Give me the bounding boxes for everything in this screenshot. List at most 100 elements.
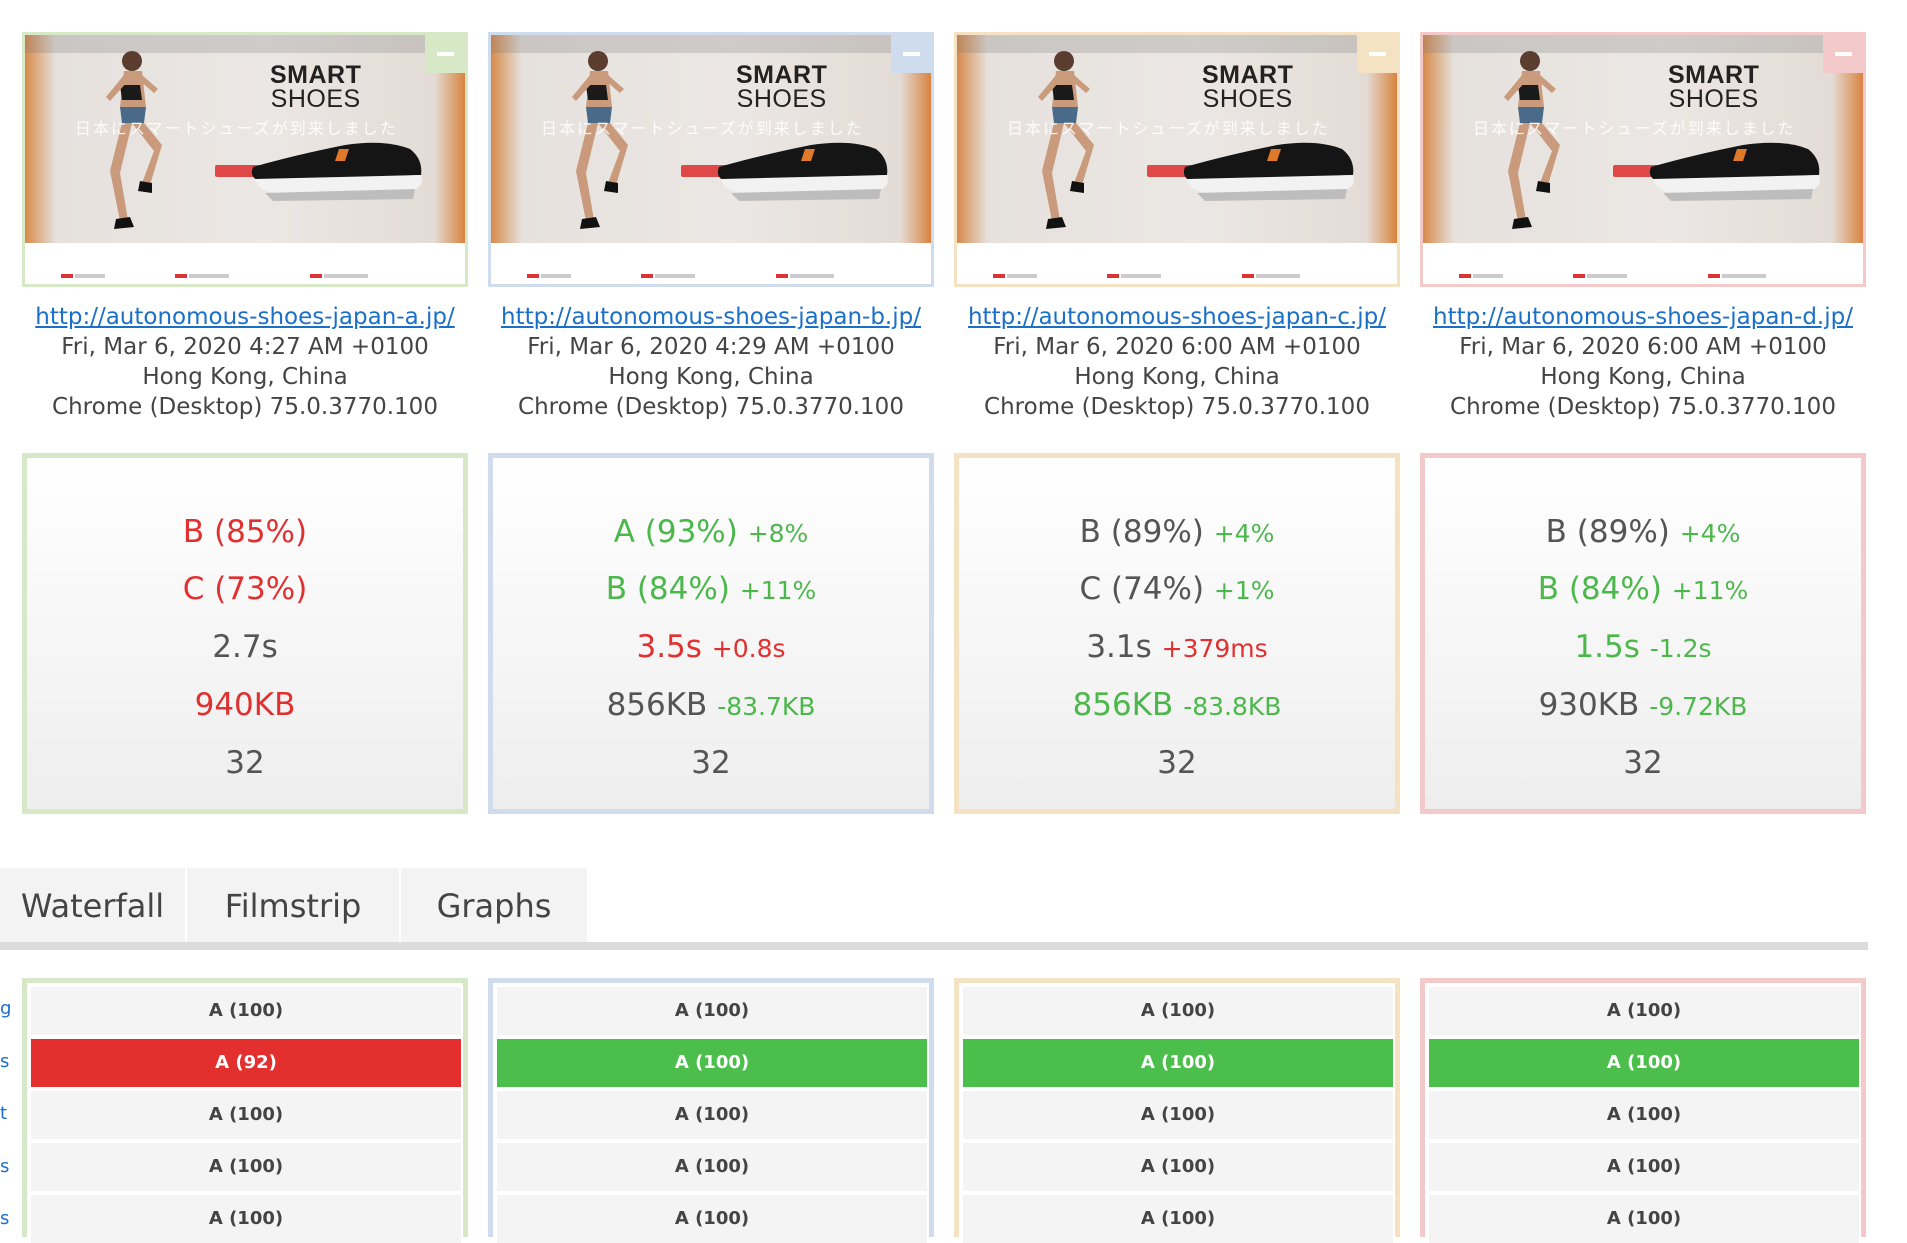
- metric-row: B (89%) +4%: [959, 514, 1395, 552]
- grade-row: A (100): [963, 987, 1393, 1035]
- remove-test-button[interactable]: [1823, 35, 1863, 73]
- metric-row: 1.5s -1.2s: [1425, 629, 1861, 667]
- grade-row: A (100): [1429, 1039, 1859, 1087]
- grade-row: A (100): [497, 1039, 927, 1087]
- grade-table: A (100) A (100) A (100) A (100) A (100): [488, 978, 934, 1243]
- metric-value: 3.1s: [1086, 629, 1152, 665]
- metric-delta: +11%: [1671, 576, 1749, 605]
- row-label-fragment[interactable]: g: [0, 998, 12, 1019]
- grade-row: A (100): [963, 1091, 1393, 1139]
- metric-row: 3.5s +0.8s: [493, 629, 929, 667]
- remove-test-button[interactable]: [425, 35, 465, 73]
- athlete-image: [572, 51, 628, 229]
- test-info: http://autonomous-shoes-japan-a.jp/ Fri,…: [22, 302, 468, 422]
- test-date: Fri, Mar 6, 2020 6:00 AM +0100: [1459, 334, 1827, 360]
- metric-value: 32: [1157, 745, 1197, 781]
- row-label-fragment[interactable]: s: [0, 1051, 10, 1072]
- test-location: Hong Kong, China: [608, 364, 814, 390]
- shoe-image: [717, 142, 888, 201]
- metric-value: C (73%): [182, 571, 308, 607]
- remove-test-button[interactable]: [1357, 35, 1397, 73]
- metric-delta: -9.72KB: [1649, 692, 1748, 721]
- site-nav-bar: [491, 35, 931, 53]
- site-footer-strip: [25, 243, 465, 284]
- metrics-card: A (93%) +8% B (84%) +11% 3.5s +0.8s 856K…: [488, 453, 934, 814]
- hero-tagline: 日本にスマートシューズが到来しました: [1007, 119, 1330, 138]
- tab-graphs[interactable]: Graphs: [401, 868, 587, 946]
- metric-value: 940KB: [194, 687, 296, 723]
- test-url-link[interactable]: http://autonomous-shoes-japan-d.jp/: [1433, 304, 1853, 330]
- page-thumbnail[interactable]: SMART SHOES 日本にスマートシューズが到来しました: [954, 32, 1400, 287]
- grade-row: A (100): [31, 987, 461, 1035]
- metric-row: 32: [959, 745, 1395, 781]
- hero-image: [491, 35, 931, 243]
- metric-delta: -1.2s: [1649, 634, 1712, 663]
- grade-table: A (100) A (100) A (100) A (100) A (100): [1420, 978, 1866, 1243]
- metric-delta: +11%: [739, 576, 817, 605]
- test-url-link[interactable]: http://autonomous-shoes-japan-a.jp/: [35, 304, 455, 330]
- metric-delta: +0.8s: [711, 634, 786, 663]
- page-thumbnail[interactable]: SMART SHOES 日本にスマートシューズが到来しました: [488, 32, 934, 287]
- metric-value: C (74%): [1079, 571, 1205, 607]
- test-url-link[interactable]: http://autonomous-shoes-japan-b.jp/: [501, 304, 921, 330]
- test-url-link[interactable]: http://autonomous-shoes-japan-c.jp/: [967, 304, 1387, 330]
- site-nav-bar: [957, 35, 1397, 53]
- metrics-card: B (85%) C (73%) 2.7s 940KB 32: [22, 453, 468, 814]
- metric-row: 32: [493, 745, 929, 781]
- row-label-fragment[interactable]: s: [0, 1208, 10, 1229]
- test-info: http://autonomous-shoes-japan-b.jp/ Fri,…: [488, 302, 934, 422]
- metric-row: 32: [1425, 745, 1861, 781]
- smart-shoes-logo: SMART SHOES: [736, 61, 828, 113]
- tab-waterfall[interactable]: Waterfall: [0, 868, 185, 946]
- metric-value: 3.5s: [636, 629, 702, 665]
- site-footer-strip: [491, 243, 931, 284]
- page-thumbnail[interactable]: SMART SHOES 日本にスマートシューズが到来しました: [1420, 32, 1866, 287]
- row-label-fragment[interactable]: s: [0, 1156, 10, 1177]
- metric-row: 2.7s: [27, 629, 463, 665]
- test-date: Fri, Mar 6, 2020 6:00 AM +0100: [993, 334, 1361, 360]
- metric-value: 856KB: [606, 687, 708, 723]
- athlete-image: [106, 51, 162, 229]
- metric-value: 1.5s: [1574, 629, 1640, 665]
- metric-row: C (74%) +1%: [959, 571, 1395, 609]
- remove-test-button[interactable]: [891, 35, 931, 73]
- test-info: http://autonomous-shoes-japan-c.jp/ Fri,…: [954, 302, 1400, 422]
- shoe-image: [1649, 142, 1820, 201]
- test-location: Hong Kong, China: [1540, 364, 1746, 390]
- metric-value: B (85%): [182, 514, 308, 550]
- grade-row: A (100): [1429, 1195, 1859, 1243]
- metric-value: 930KB: [1538, 687, 1640, 723]
- site-footer-strip: [1423, 243, 1863, 284]
- metric-value: 32: [1623, 745, 1663, 781]
- hero-tagline: 日本にスマートシューズが到来しました: [541, 119, 864, 138]
- tab-filmstrip[interactable]: Filmstrip: [187, 868, 399, 946]
- site-footer-strip: [957, 243, 1397, 284]
- metric-value: 2.7s: [212, 629, 278, 665]
- metric-delta: -83.8KB: [1183, 692, 1282, 721]
- tab-divider: [0, 942, 1868, 950]
- metric-value: B (89%): [1079, 514, 1204, 550]
- metric-row: B (85%): [27, 514, 463, 550]
- metric-delta: +8%: [747, 519, 809, 548]
- site-nav-bar: [25, 35, 465, 53]
- metric-row: 856KB -83.8KB: [959, 687, 1395, 725]
- metric-value: A (93%): [613, 514, 738, 550]
- metric-value: 32: [691, 745, 731, 781]
- metric-row: B (89%) +4%: [1425, 514, 1861, 552]
- metric-value: B (84%): [605, 571, 730, 607]
- row-label-fragment[interactable]: t: [0, 1103, 8, 1124]
- metric-delta: +4%: [1679, 519, 1741, 548]
- metrics-card: B (89%) +4% C (74%) +1% 3.1s +379ms 856K…: [954, 453, 1400, 814]
- grade-row: A (100): [1429, 987, 1859, 1035]
- page-thumbnail[interactable]: SMART SHOES 日本にスマートシューズが到来しました: [22, 32, 468, 287]
- site-nav-bar: [1423, 35, 1863, 53]
- grade-row: A (100): [963, 1195, 1393, 1243]
- grade-table: A (100) A (92) A (100) A (100) A (100): [22, 978, 468, 1243]
- metric-delta: +1%: [1213, 576, 1275, 605]
- grade-row: A (92): [31, 1039, 461, 1087]
- test-browser: Chrome (Desktop) 75.0.3770.100: [984, 394, 1370, 420]
- grade-row: A (100): [31, 1143, 461, 1191]
- grade-row: A (100): [497, 1195, 927, 1243]
- metric-value: B (84%): [1537, 571, 1662, 607]
- metric-row: 3.1s +379ms: [959, 629, 1395, 667]
